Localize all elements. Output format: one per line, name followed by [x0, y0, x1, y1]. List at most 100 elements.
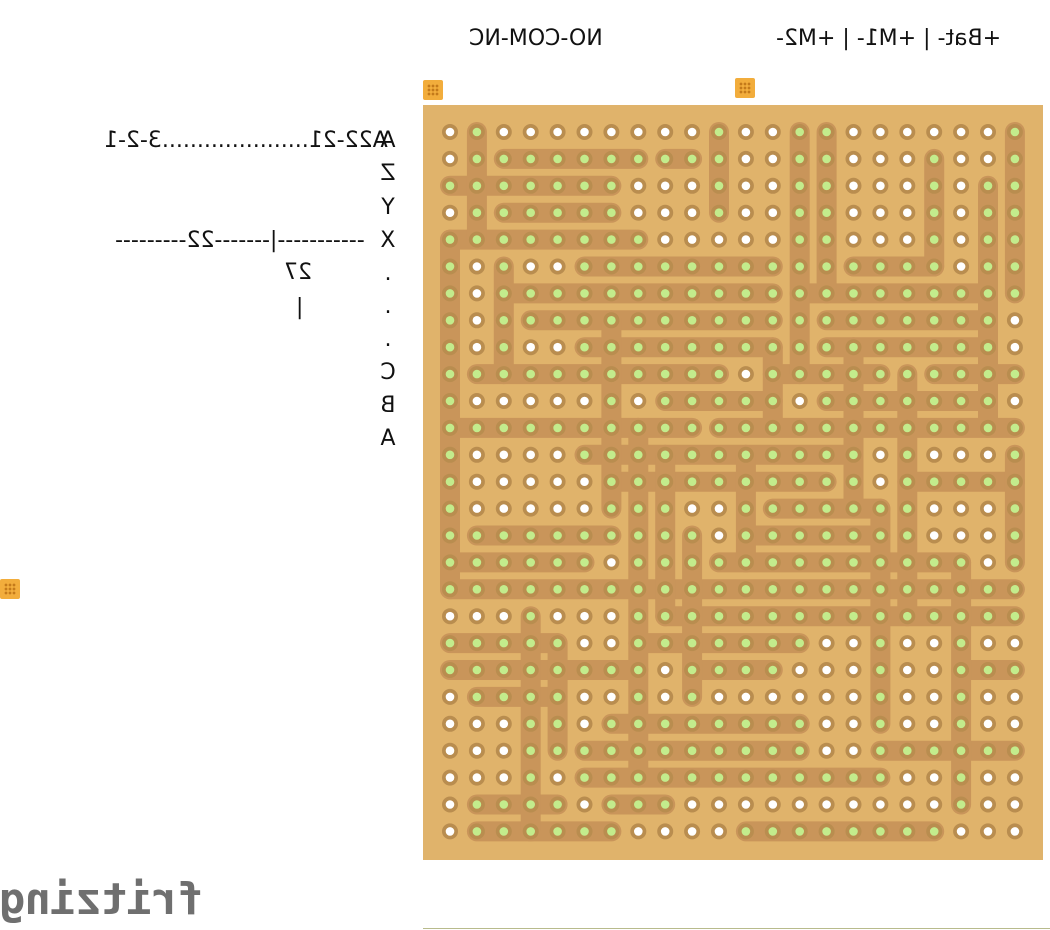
open-hole[interactable] [876, 235, 885, 244]
open-hole[interactable] [849, 154, 858, 164]
connected-hole[interactable] [956, 800, 966, 809]
open-hole[interactable] [903, 773, 912, 782]
connected-hole[interactable] [929, 208, 939, 217]
connected-hole[interactable] [956, 638, 966, 648]
connected-hole[interactable] [822, 235, 831, 244]
connected-hole[interactable] [499, 827, 509, 836]
connected-hole[interactable] [687, 316, 697, 325]
connected-hole[interactable] [580, 208, 589, 217]
open-hole[interactable] [983, 638, 993, 648]
connected-hole[interactable] [634, 531, 643, 540]
connected-hole[interactable] [553, 423, 562, 433]
connected-hole[interactable] [903, 316, 912, 325]
connected-hole[interactable] [472, 235, 482, 244]
connected-hole[interactable] [607, 262, 616, 271]
connected-hole[interactable] [768, 531, 778, 540]
connected-hole[interactable] [499, 289, 509, 298]
open-hole[interactable] [660, 665, 670, 675]
connected-hole[interactable] [607, 208, 616, 217]
connected-hole[interactable] [553, 665, 562, 675]
connected-hole[interactable] [634, 585, 643, 594]
open-hole[interactable] [445, 208, 455, 217]
connected-hole[interactable] [607, 316, 616, 325]
connected-hole[interactable] [472, 692, 482, 702]
connected-hole[interactable] [929, 369, 939, 379]
open-hole[interactable] [741, 692, 751, 702]
connected-hole[interactable] [526, 800, 535, 809]
open-hole[interactable] [929, 692, 939, 702]
open-hole[interactable] [983, 504, 993, 513]
open-hole[interactable] [526, 477, 535, 487]
connected-hole[interactable] [876, 342, 885, 352]
connected-hole[interactable] [472, 423, 482, 433]
connected-hole[interactable] [822, 262, 831, 271]
connected-hole[interactable] [580, 746, 589, 755]
connected-hole[interactable] [876, 531, 885, 540]
open-hole[interactable] [876, 208, 885, 217]
open-hole[interactable] [714, 235, 724, 244]
open-hole[interactable] [903, 235, 912, 244]
open-hole[interactable] [580, 800, 589, 809]
connected-hole[interactable] [795, 531, 804, 540]
open-hole[interactable] [553, 450, 562, 460]
connected-hole[interactable] [714, 316, 724, 325]
connected-hole[interactable] [607, 450, 616, 460]
connected-hole[interactable] [714, 558, 724, 567]
connected-hole[interactable] [445, 558, 455, 567]
connected-hole[interactable] [526, 423, 535, 433]
connected-hole[interactable] [876, 692, 885, 702]
open-hole[interactable] [445, 719, 455, 729]
connected-hole[interactable] [795, 262, 804, 271]
open-hole[interactable] [876, 181, 885, 191]
open-hole[interactable] [903, 692, 912, 702]
open-hole[interactable] [553, 127, 562, 137]
connected-hole[interactable] [849, 611, 858, 621]
connected-hole[interactable] [956, 396, 966, 406]
open-hole[interactable] [849, 665, 858, 675]
connected-hole[interactable] [822, 289, 831, 298]
open-hole[interactable] [687, 208, 697, 217]
connected-hole[interactable] [634, 800, 643, 809]
open-hole[interactable] [956, 531, 966, 540]
connected-hole[interactable] [445, 665, 455, 675]
connected-hole[interactable] [660, 396, 670, 406]
connected-hole[interactable] [499, 423, 509, 433]
open-hole[interactable] [929, 504, 939, 513]
connected-hole[interactable] [634, 289, 643, 298]
connected-hole[interactable] [983, 316, 993, 325]
open-hole[interactable] [929, 127, 939, 137]
connected-hole[interactable] [526, 611, 535, 621]
open-hole[interactable] [634, 181, 643, 191]
connected-hole[interactable] [768, 719, 778, 729]
open-hole[interactable] [876, 154, 885, 164]
connected-hole[interactable] [795, 585, 804, 594]
connected-hole[interactable] [445, 289, 455, 298]
connected-hole[interactable] [499, 531, 509, 540]
connected-hole[interactable] [795, 773, 804, 782]
open-hole[interactable] [1010, 342, 1020, 352]
connected-hole[interactable] [741, 558, 751, 567]
connected-hole[interactable] [929, 558, 939, 567]
connected-hole[interactable] [983, 585, 993, 594]
connected-hole[interactable] [499, 208, 509, 217]
open-hole[interactable] [1010, 827, 1020, 836]
open-hole[interactable] [822, 692, 831, 702]
connected-hole[interactable] [849, 585, 858, 594]
open-hole[interactable] [634, 127, 643, 137]
connected-hole[interactable] [741, 262, 751, 271]
open-hole[interactable] [822, 665, 831, 675]
connected-hole[interactable] [741, 719, 751, 729]
open-hole[interactable] [983, 827, 993, 836]
connected-hole[interactable] [741, 531, 751, 540]
open-hole[interactable] [472, 262, 482, 271]
connected-hole[interactable] [1010, 585, 1020, 594]
connected-hole[interactable] [849, 423, 858, 433]
connected-hole[interactable] [445, 585, 455, 594]
connected-hole[interactable] [1010, 154, 1020, 164]
connected-hole[interactable] [741, 342, 751, 352]
connected-hole[interactable] [822, 208, 831, 217]
connected-hole[interactable] [687, 611, 697, 621]
open-hole[interactable] [607, 611, 616, 621]
connected-hole[interactable] [634, 746, 643, 755]
connected-hole[interactable] [660, 558, 670, 567]
